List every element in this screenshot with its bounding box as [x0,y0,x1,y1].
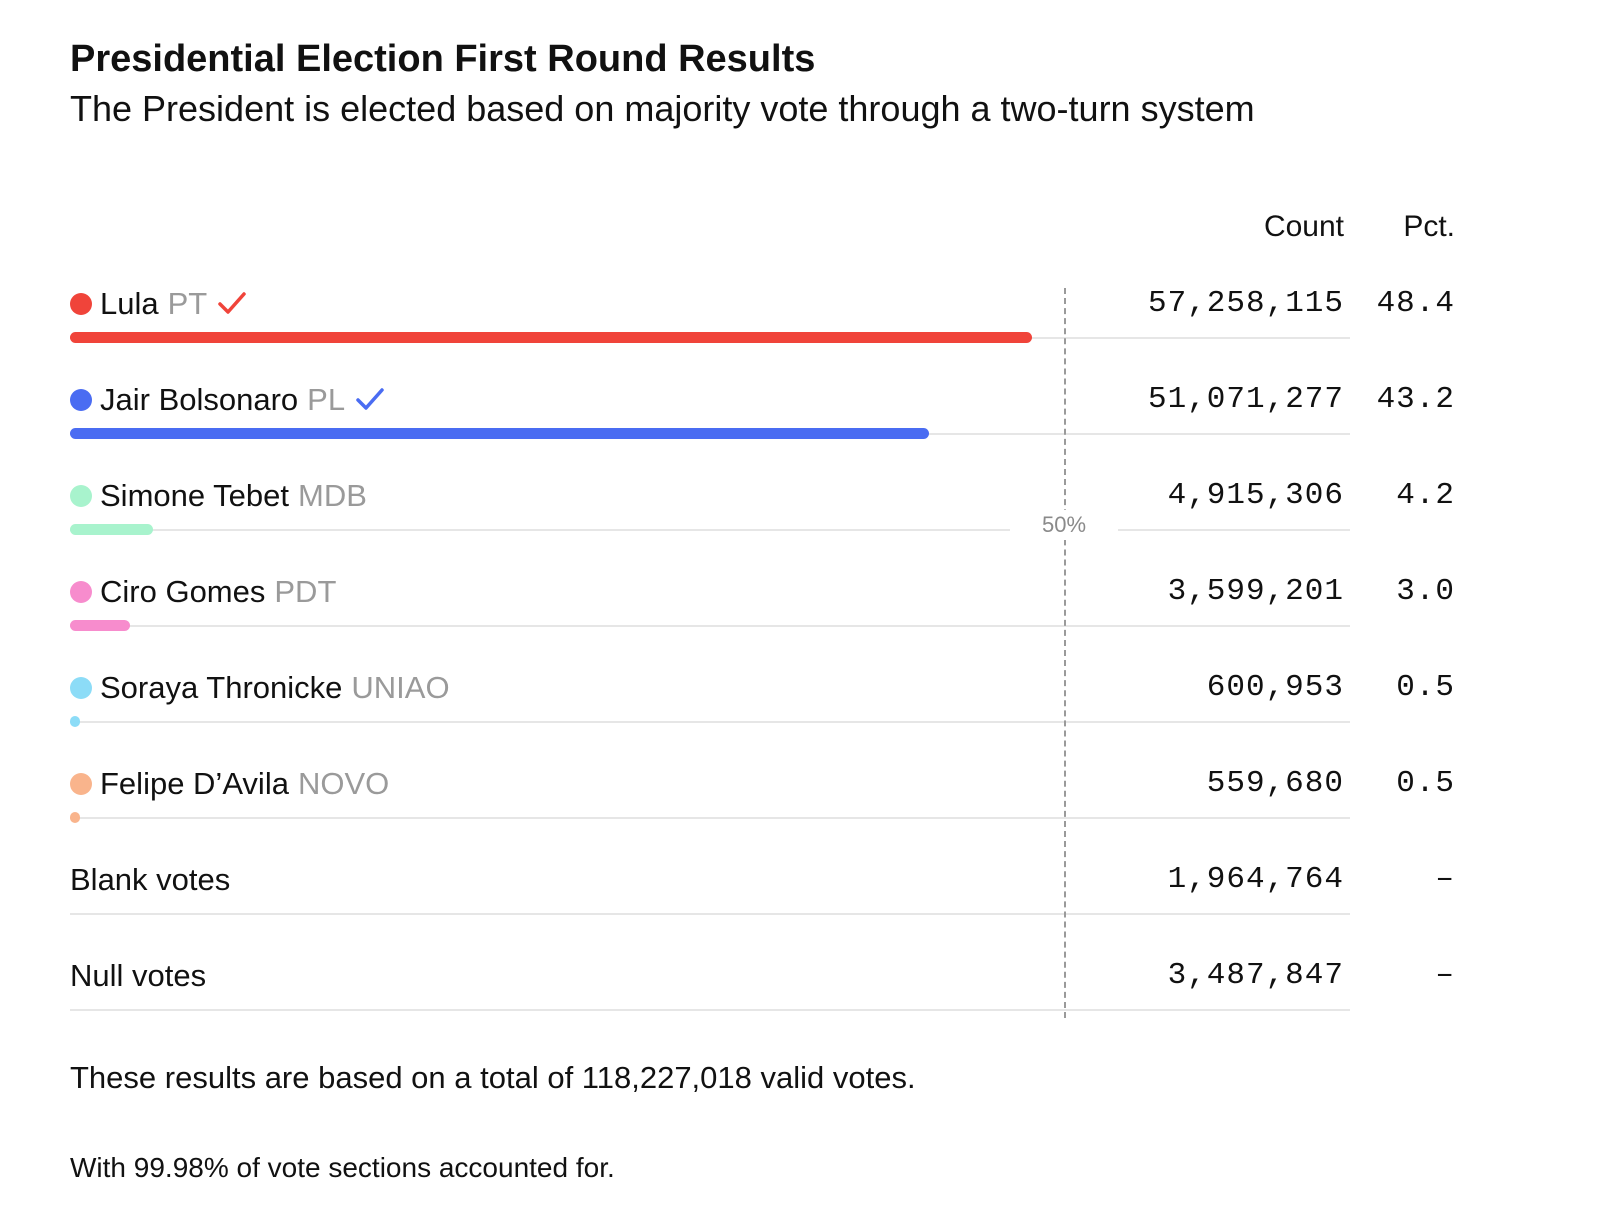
candidate-name: Jair Bolsonaro PL [70,380,385,420]
fifty-percent-reference-line [1064,288,1066,1018]
vote-percentage: 43.2 [1376,382,1455,417]
row-divider [70,625,1350,627]
party-label: NOVO [297,766,390,801]
row-divider [70,817,1350,819]
chart-title: Presidential Election First Round Result… [70,38,816,80]
party-label: UNIAO [351,670,450,705]
chart-subtitle: The President is elected based on majori… [70,88,1255,129]
candidate-name: Simone Tebet MDB [70,476,367,516]
vote-share-bar [70,620,130,631]
candidate-name-label: Soraya Thronicke [100,670,343,705]
vote-share-bar [70,812,80,823]
table-row: Blank votes 1,964,764 – [0,860,1600,956]
vote-count: 559,680 [1206,766,1344,801]
vote-count: 3,599,201 [1167,574,1344,609]
table-row: Soraya Thronicke UNIAO 600,953 0.5 [0,668,1600,764]
vote-percentage: 4.2 [1396,478,1455,513]
party-label: PL [307,382,346,417]
fifty-percent-label: 50% [1010,510,1118,540]
legend-dot-icon [70,677,92,699]
row-divider [70,913,1350,915]
row-divider [70,1009,1350,1011]
party-label: PT [167,286,208,321]
pct-column-header: Pct. [1403,210,1455,243]
vote-share-bar [70,524,154,535]
vote-percentage: 3.0 [1396,574,1455,609]
vote-percentage: 0.5 [1396,670,1455,705]
candidate-name-label: Simone Tebet [100,478,289,513]
table-row: Felipe D’Avila NOVO 559,680 0.5 [0,764,1600,860]
candidate-name: Lula PT [70,284,247,324]
vote-count: 3,487,847 [1167,958,1344,993]
count-column-header: Count [1263,210,1344,243]
checkmark-icon [218,292,246,314]
vote-share-bar [70,428,929,439]
vote-count: 51,071,277 [1147,382,1344,417]
candidate-name-label: Felipe D’Avila [100,766,289,801]
table-row: Jair Bolsonaro PL 51,071,277 43.2 [0,380,1600,476]
vote-count: 4,915,306 [1167,478,1344,513]
legend-dot-icon [70,773,92,795]
vote-percentage: 48.4 [1376,286,1455,321]
vote-count: 57,258,115 [1147,286,1344,321]
checkmark-icon [356,388,384,410]
legend-dot-icon [70,581,92,603]
party-label: PDT [274,574,337,609]
row-divider [70,721,1350,723]
candidate-name: Blank votes [70,860,230,900]
vote-share-bar [70,716,80,727]
candidate-name: Felipe D’Avila NOVO [70,764,389,804]
vote-count: 600,953 [1206,670,1344,705]
table-row: Simone Tebet MDB 4,915,306 4.2 [0,476,1600,572]
candidate-name-label: Lula [100,286,159,321]
vote-count: 1,964,764 [1167,862,1344,897]
total-votes-note: These results are based on a total of 11… [70,1060,916,1095]
candidate-name-label: Ciro Gomes [100,574,266,609]
table-row: Lula PT 57,258,115 48.4 [0,284,1600,380]
table-row: Null votes 3,487,847 – [0,956,1600,1052]
candidate-name-label: Blank votes [70,862,231,897]
vote-share-bar [70,332,1033,343]
legend-dot-icon [70,485,92,507]
vote-sections-note: With 99.98% of vote sections accounted f… [70,1152,615,1183]
row-divider [70,529,1350,531]
candidate-name-label: Null votes [70,958,207,993]
party-label: MDB [298,478,367,513]
legend-dot-icon [70,389,92,411]
vote-percentage: – [1435,958,1455,993]
table-row: Ciro Gomes PDT 3,599,201 3.0 [0,572,1600,668]
candidate-name: Ciro Gomes PDT [70,572,336,612]
candidate-name-label: Jair Bolsonaro [100,382,299,417]
legend-dot-icon [70,293,92,315]
vote-percentage: 0.5 [1396,766,1455,801]
candidate-name: Soraya Thronicke UNIAO [70,668,450,708]
candidate-name: Null votes [70,956,206,996]
vote-percentage: – [1435,862,1455,897]
